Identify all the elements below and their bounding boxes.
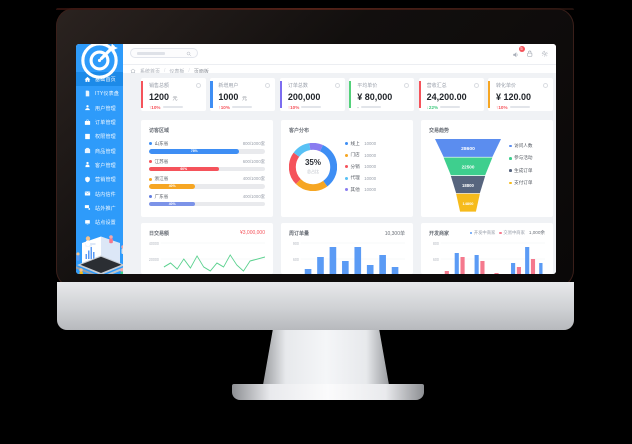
svg-text:22500: 22500 [462,165,475,170]
svg-text:20000: 20000 [149,256,160,261]
svg-text:10000: 10000 [149,272,160,274]
svg-text:300: 300 [293,272,300,274]
svg-text:14800: 14800 [463,201,475,206]
svg-text:28600: 28600 [461,146,475,152]
svg-text:18800: 18800 [462,183,474,188]
svg-text:40000: 40000 [149,241,160,246]
svg-text:800: 800 [433,241,440,246]
svg-text:600: 600 [293,256,300,261]
svg-text:900: 900 [293,241,300,246]
svg-text:400: 400 [433,272,440,274]
svg-text:600: 600 [433,256,440,261]
